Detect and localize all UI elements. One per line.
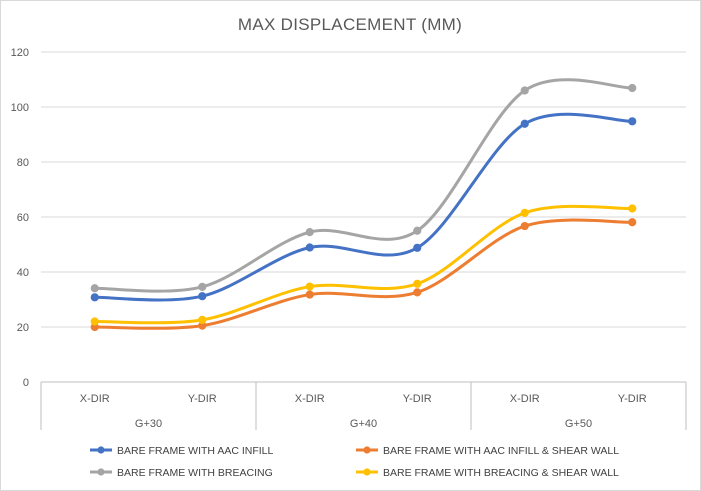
data-point [628,204,637,213]
data-point [305,282,314,291]
chart-title: MAX DISPLACEMENT (MM) [238,15,462,34]
x-tick-label: Y-DIR [403,393,432,405]
series-3 [90,78,637,293]
x-tick-label: X-DIR [295,393,325,405]
axes: 0 20 40 60 80 100 120 X-DIR Y-DIR X-DIR Y-DIR X-DIR… [11,47,687,430]
data-point [305,243,314,252]
data-point [413,288,422,297]
legend-item: BARE FRAME WITH AAC INFILL & SHEAR WALL [356,445,619,457]
series-line [93,204,634,325]
y-tick-label: 0 [23,377,29,389]
data-point [413,243,422,252]
y-tick-label: 60 [17,212,29,224]
x-tick-label: X-DIR [510,393,540,405]
data-point [628,83,637,93]
data-point [90,293,99,302]
legend-swatch-marker [97,468,105,476]
data-point [305,290,314,299]
x-tick-label: X-DIR [80,393,110,405]
series-4 [90,204,637,326]
legend-label: BARE FRAME WITH BREACING & SHEAR WALL [383,467,619,479]
data-point [628,218,637,227]
legend-item: BARE FRAME WITH BREACING & SHEAR WALL [356,467,619,479]
y-tick-label: 40 [17,267,29,279]
group-label: G+40 [350,418,377,430]
series-line [93,218,634,330]
data-point [305,228,314,237]
legend-swatch-marker [363,468,371,476]
x-tick-label: Y-DIR [188,393,217,405]
y-tick-label: 100 [11,102,29,114]
series-2 [90,218,637,332]
data-point [198,282,207,291]
legend-label: BARE FRAME WITH BREACING [117,467,273,479]
group-label: G+50 [565,418,592,430]
data-point [413,279,422,288]
y-tick-label: 20 [17,322,29,334]
data-point [520,119,529,128]
y-tick-label: 120 [11,47,29,59]
data-point [198,292,207,301]
data-point [90,317,99,326]
legend-swatch-marker [97,446,105,454]
legend-item: BARE FRAME WITH AAC INFILL [90,445,274,457]
data-point [520,221,529,231]
legend-label: BARE FRAME WITH AAC INFILL [117,445,274,457]
data-point [520,208,529,217]
data-point [198,315,207,324]
legend-swatch-marker [363,446,371,454]
data-point [628,117,637,126]
data-point [520,86,529,95]
series-lines [90,78,637,332]
group-label: G+30 [135,418,162,430]
legend-label: BARE FRAME WITH AAC INFILL & SHEAR WALL [383,445,619,457]
y-tick-label: 80 [17,157,29,169]
data-point [413,226,422,235]
legend-item: BARE FRAME WITH BREACING [90,467,273,479]
series-1 [90,112,637,302]
data-point [90,284,99,293]
x-tick-label: Y-DIR [618,393,647,405]
legend: BARE FRAME WITH AAC INFILL BARE FRAME WIT… [90,445,619,479]
